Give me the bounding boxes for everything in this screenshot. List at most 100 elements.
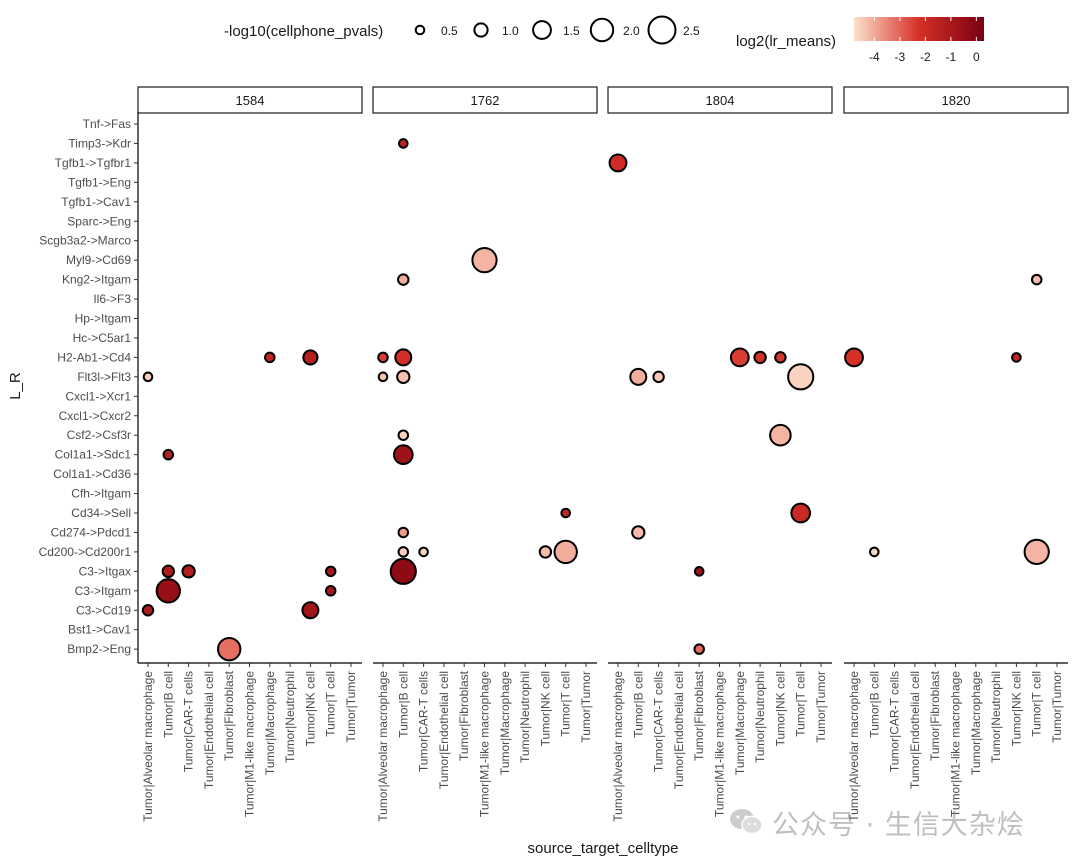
x-tick-label: Tumor|T cell: [1030, 671, 1044, 737]
x-tick-label: Tumor|B cell: [867, 671, 881, 738]
x-tick-label: Tumor|Alveolar macrophage: [141, 671, 155, 822]
data-point: [652, 370, 665, 384]
data-point: [631, 525, 646, 540]
y-tick-label: Cxcl1->Xcr1: [65, 389, 131, 403]
x-tick-label: Tumor|T cell: [794, 671, 808, 737]
x-tick-label: Tumor|CAR-T cells: [182, 671, 196, 772]
x-tick-label: Tumor|T cell: [559, 671, 573, 737]
y-tick-label: Col1a1->Sdc1: [55, 448, 132, 462]
y-tick-label: H2-Ab1->Cd4: [57, 350, 131, 364]
data-point: [553, 539, 578, 565]
data-point: [560, 507, 572, 519]
data-point: [471, 247, 498, 274]
x-tick-label: Tumor|Endothelial cell: [202, 671, 216, 789]
watermark: 公众号 · 生信大杂烩: [728, 802, 1058, 842]
data-point: [753, 350, 767, 365]
data-point: [324, 565, 337, 578]
x-tick-label: Tumor|Endothelial cell: [672, 671, 686, 789]
y-tick-label: Tgfb1->Cav1: [61, 195, 131, 209]
x-tick-label: Tumor|M1-like macrophage: [478, 671, 492, 817]
y-tick-label: Hp->Itgam: [75, 312, 131, 326]
data-point: [392, 444, 414, 466]
data-point: [397, 273, 410, 286]
size-legend-key: [589, 17, 615, 43]
x-tick-label: Tumor|Endothelial cell: [908, 671, 922, 789]
y-tick-label: Cd200->Cd200r1: [39, 545, 132, 559]
data-point: [302, 349, 319, 366]
data-point: [398, 138, 409, 149]
x-axis-title: source_target_celltype: [528, 840, 679, 857]
y-tick-label: Il6->F3: [93, 292, 131, 306]
y-tick-label: Cxcl1->Cxcr2: [59, 409, 132, 423]
size-legend-label: 0.5: [441, 24, 458, 38]
data-point: [142, 371, 154, 383]
x-tick-label: Tumor|Tumor: [344, 671, 358, 743]
data-point: [790, 502, 812, 524]
data-point: [774, 351, 787, 364]
data-point: [181, 564, 196, 579]
size-legend-label: 1.0: [502, 24, 519, 38]
color-legend-title: log2(lr_means): [736, 33, 836, 50]
data-point: [324, 585, 337, 597]
data-point: [787, 363, 815, 391]
x-tick-label: Tumor|Alveolar macrophage: [611, 671, 625, 822]
data-point: [844, 347, 864, 368]
x-tick-label: Tumor|Tumor: [1050, 671, 1064, 743]
x-tick-label: Tumor|Neutrophil: [989, 671, 1003, 763]
x-tick-label: Tumor|CAR-T cells: [417, 671, 431, 772]
size-legend-label: 1.5: [563, 24, 580, 38]
facet-label: 1584: [236, 93, 265, 108]
y-tick-label: Tgfb1->Eng: [68, 175, 131, 189]
y-tick-label: Bmp2->Eng: [67, 642, 131, 656]
data-point: [377, 371, 389, 383]
data-point: [264, 351, 276, 364]
x-tick-label: Tumor|Endothelial cell: [437, 671, 451, 789]
y-axis-title: L_R: [7, 372, 24, 400]
size-legend-label: 2.5: [683, 24, 700, 38]
color-legend-label: -3: [895, 50, 906, 64]
y-tick-label: Sparc->Eng: [67, 214, 131, 228]
x-tick-label: Tumor|Neutrophil: [753, 671, 767, 763]
y-tick-label: Cfh->Itgam: [71, 487, 131, 501]
data-point: [1011, 352, 1022, 363]
x-tick-label: Tumor|Neutrophil: [518, 671, 532, 763]
color-legend-bar: [854, 17, 984, 41]
x-tick-label: Tumor|B cell: [161, 671, 175, 738]
data-point: [608, 153, 628, 173]
size-legend-key: [532, 20, 552, 40]
size-legend: -log10(cellphone_pvals) 0.5 1.0 1.5 2.0 2.5: [224, 15, 700, 45]
y-tick-label: Tgfb1->Tgfbr1: [55, 156, 132, 170]
color-legend-label: -4: [869, 50, 880, 64]
y-tick-label: C3->Itgam: [75, 584, 131, 598]
facet-strip: [843, 86, 1069, 114]
y-tick-label: C3->Cd19: [76, 603, 131, 617]
data-point: [397, 526, 410, 539]
x-tick-label: Tumor|Fibroblast: [457, 670, 471, 761]
y-tick-label: Scgb3a2->Marco: [39, 234, 131, 248]
y-tick-label: Hc->C5ar1: [73, 331, 132, 345]
facet-label: 1804: [706, 93, 735, 108]
data-point: [161, 564, 175, 579]
facet-label: 1820: [942, 93, 971, 108]
data-point: [396, 369, 411, 384]
x-tick-label: Tumor|B cell: [396, 671, 410, 738]
data-point: [693, 566, 705, 577]
size-legend-key: [414, 24, 426, 36]
y-tick-label: Cd274->Pdcd1: [51, 525, 132, 539]
data-point: [141, 604, 155, 617]
data-point: [418, 546, 429, 558]
color-legend-label: 0: [973, 50, 980, 64]
data-point: [155, 578, 181, 604]
x-tick-label: Tumor|CAR-T cells: [652, 671, 666, 772]
data-point: [869, 546, 880, 558]
data-point: [729, 347, 750, 368]
data-point: [389, 557, 417, 585]
y-tick-label: Csf2->Csf3r: [67, 428, 131, 442]
x-tick-label: Tumor|T cell: [324, 671, 338, 737]
x-tick-label: Tumor|Tumor: [579, 671, 593, 743]
data-point: [693, 643, 705, 655]
x-tick-label: Tumor|Tumor: [814, 671, 828, 743]
x-tick-label: Tumor|B cell: [631, 671, 645, 738]
y-tick-label: Timp3->Kdr: [68, 136, 131, 150]
x-tick-label: Tumor|NK cell: [538, 671, 552, 746]
